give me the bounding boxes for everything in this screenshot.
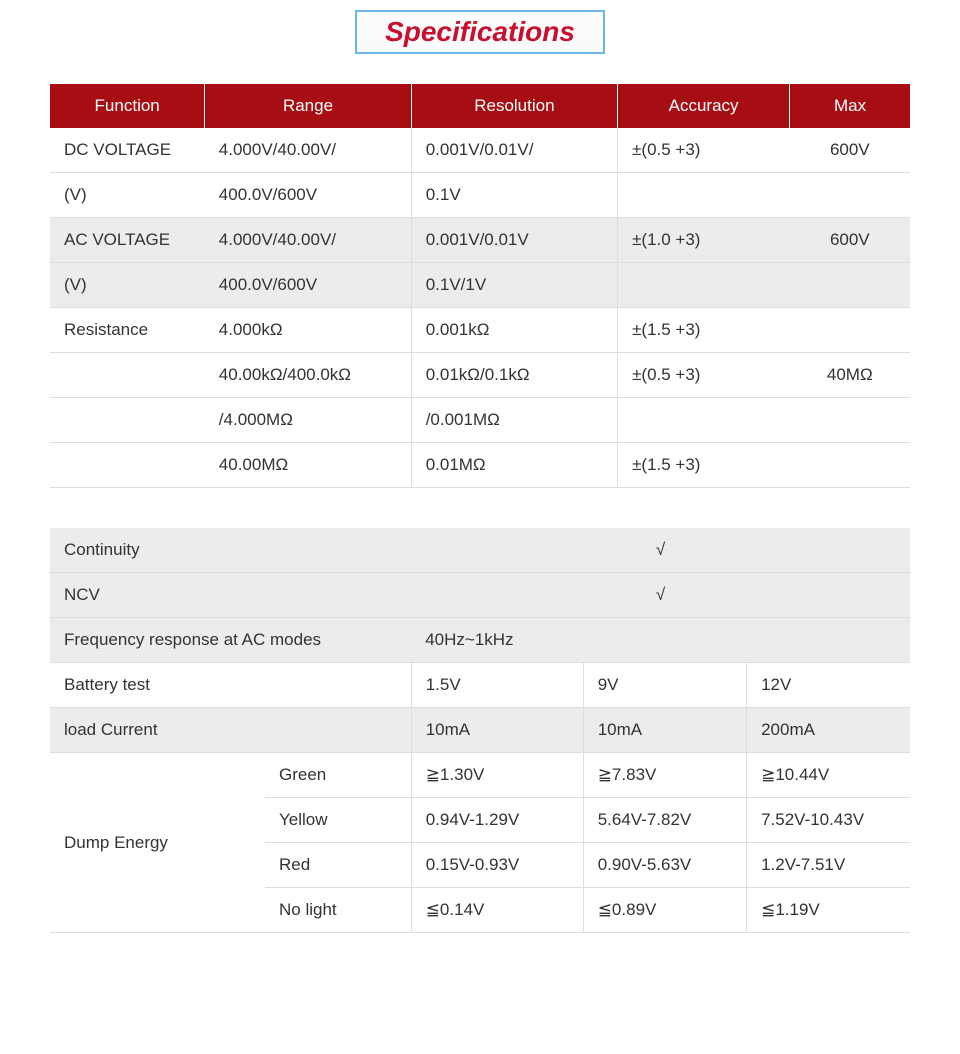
table-cell <box>50 443 205 488</box>
table-row: /4.000MΩ/0.001MΩ <box>50 398 910 443</box>
dump-color: No light <box>265 888 411 933</box>
table-row: AC VOLTAGE4.000V/40.00V/0.001V/0.01V±(1.… <box>50 218 910 263</box>
table-row: DC VOLTAGE4.000V/40.00V/0.001V/0.01V/±(0… <box>50 128 910 173</box>
table-cell: ±(1.5 +3) <box>618 443 790 488</box>
dump-value: ≦0.14V <box>411 888 583 933</box>
table-row: (V)400.0V/600V0.1V/1V <box>50 263 910 308</box>
table-cell <box>618 398 790 443</box>
dump-value: 5.64V-7.82V <box>583 798 746 843</box>
table-cell: DC VOLTAGE <box>50 128 205 173</box>
load-val-2: 10mA <box>583 708 746 753</box>
load-val-1: 10mA <box>411 708 583 753</box>
load-label: load Current <box>50 708 265 753</box>
table-cell: 40MΩ <box>790 353 910 398</box>
dump-color: Green <box>265 753 411 798</box>
continuity-label: Continuity <box>50 528 411 573</box>
table-cell: ±(1.5 +3) <box>618 308 790 353</box>
table-row: (V)400.0V/600V0.1V <box>50 173 910 218</box>
dump-value: 1.2V-7.51V <box>747 843 910 888</box>
table-cell: (V) <box>50 173 205 218</box>
battery-label: Battery test <box>50 663 265 708</box>
table-cell <box>790 398 910 443</box>
battery-col-1: 1.5V <box>411 663 583 708</box>
table-row: Resistance4.000kΩ0.001kΩ±(1.5 +3) <box>50 308 910 353</box>
table-cell: 0.001V/0.01V/ <box>411 128 617 173</box>
title-section: Specifications <box>0 0 960 84</box>
dump-color: Red <box>265 843 411 888</box>
battery-col-3: 12V <box>747 663 910 708</box>
table-cell: (V) <box>50 263 205 308</box>
spec-table-main: Function Range Resolution Accuracy Max D… <box>50 84 910 488</box>
spec-table-secondary: Continuity √ NCV √ Frequency response at… <box>50 528 910 933</box>
table-row: 40.00kΩ/400.0kΩ0.01kΩ/0.1kΩ±(0.5 +3)40MΩ <box>50 353 910 398</box>
continuity-value: √ <box>411 528 910 573</box>
col-range: Range <box>205 84 411 128</box>
table-cell <box>790 308 910 353</box>
table-cell: 0.1V <box>411 173 617 218</box>
table-cell <box>790 173 910 218</box>
table-cell: ±(0.5 +3) <box>618 353 790 398</box>
dump-value: 0.90V-5.63V <box>583 843 746 888</box>
ncv-label: NCV <box>50 573 411 618</box>
table-cell: 40.00MΩ <box>205 443 411 488</box>
dump-value: ≦1.19V <box>747 888 910 933</box>
dump-value: 0.94V-1.29V <box>411 798 583 843</box>
table-cell <box>50 353 205 398</box>
table-cell: 4.000kΩ <box>205 308 411 353</box>
table-cell <box>790 443 910 488</box>
table-header-row: Function Range Resolution Accuracy Max <box>50 84 910 128</box>
table-cell: 0.01MΩ <box>411 443 617 488</box>
table-cell <box>50 398 205 443</box>
tables-wrapper: Function Range Resolution Accuracy Max D… <box>0 84 960 973</box>
col-max: Max <box>790 84 910 128</box>
ncv-value: √ <box>411 573 910 618</box>
table-cell: 600V <box>790 128 910 173</box>
page-title: Specifications <box>355 10 605 54</box>
table-cell: 40.00kΩ/400.0kΩ <box>205 353 411 398</box>
freq-row: Frequency response at AC modes 40Hz~1kHz <box>50 618 910 663</box>
table-cell <box>790 263 910 308</box>
load-row: load Current 10mA 10mA 200mA <box>50 708 910 753</box>
empty-cell <box>265 708 411 753</box>
table-cell: 400.0V/600V <box>205 263 411 308</box>
battery-col-2: 9V <box>583 663 746 708</box>
table-cell: 4.000V/40.00V/ <box>205 218 411 263</box>
table-cell: 4.000V/40.00V/ <box>205 128 411 173</box>
freq-value: 40Hz~1kHz <box>411 618 910 663</box>
col-resolution: Resolution <box>411 84 617 128</box>
table-cell: 400.0V/600V <box>205 173 411 218</box>
empty-cell <box>265 663 411 708</box>
table-cell <box>618 173 790 218</box>
table-cell: ±(0.5 +3) <box>618 128 790 173</box>
dump-value: ≧10.44V <box>747 753 910 798</box>
table-cell: Resistance <box>50 308 205 353</box>
table-cell: /0.001MΩ <box>411 398 617 443</box>
table-cell <box>618 263 790 308</box>
table-row: 40.00MΩ0.01MΩ±(1.5 +3) <box>50 443 910 488</box>
table-cell: 600V <box>790 218 910 263</box>
table-cell: AC VOLTAGE <box>50 218 205 263</box>
table-cell: 0.001V/0.01V <box>411 218 617 263</box>
battery-row: Battery test 1.5V 9V 12V <box>50 663 910 708</box>
freq-label: Frequency response at AC modes <box>50 618 411 663</box>
load-val-3: 200mA <box>747 708 910 753</box>
table-cell: 0.01kΩ/0.1kΩ <box>411 353 617 398</box>
dump-value: ≧7.83V <box>583 753 746 798</box>
col-accuracy: Accuracy <box>618 84 790 128</box>
table-cell: ±(1.0 +3) <box>618 218 790 263</box>
table-cell: 0.1V/1V <box>411 263 617 308</box>
dump-label: Dump Energy <box>50 753 265 933</box>
dump-color: Yellow <box>265 798 411 843</box>
dump-value: ≧1.30V <box>411 753 583 798</box>
table-cell: /4.000MΩ <box>205 398 411 443</box>
table-cell: 0.001kΩ <box>411 308 617 353</box>
dump-value: ≦0.89V <box>583 888 746 933</box>
ncv-row: NCV √ <box>50 573 910 618</box>
dump-value: 0.15V-0.93V <box>411 843 583 888</box>
continuity-row: Continuity √ <box>50 528 910 573</box>
dump-value: 7.52V-10.43V <box>747 798 910 843</box>
dump-row: Dump EnergyGreen≧1.30V≧7.83V≧10.44V <box>50 753 910 798</box>
col-function: Function <box>50 84 205 128</box>
